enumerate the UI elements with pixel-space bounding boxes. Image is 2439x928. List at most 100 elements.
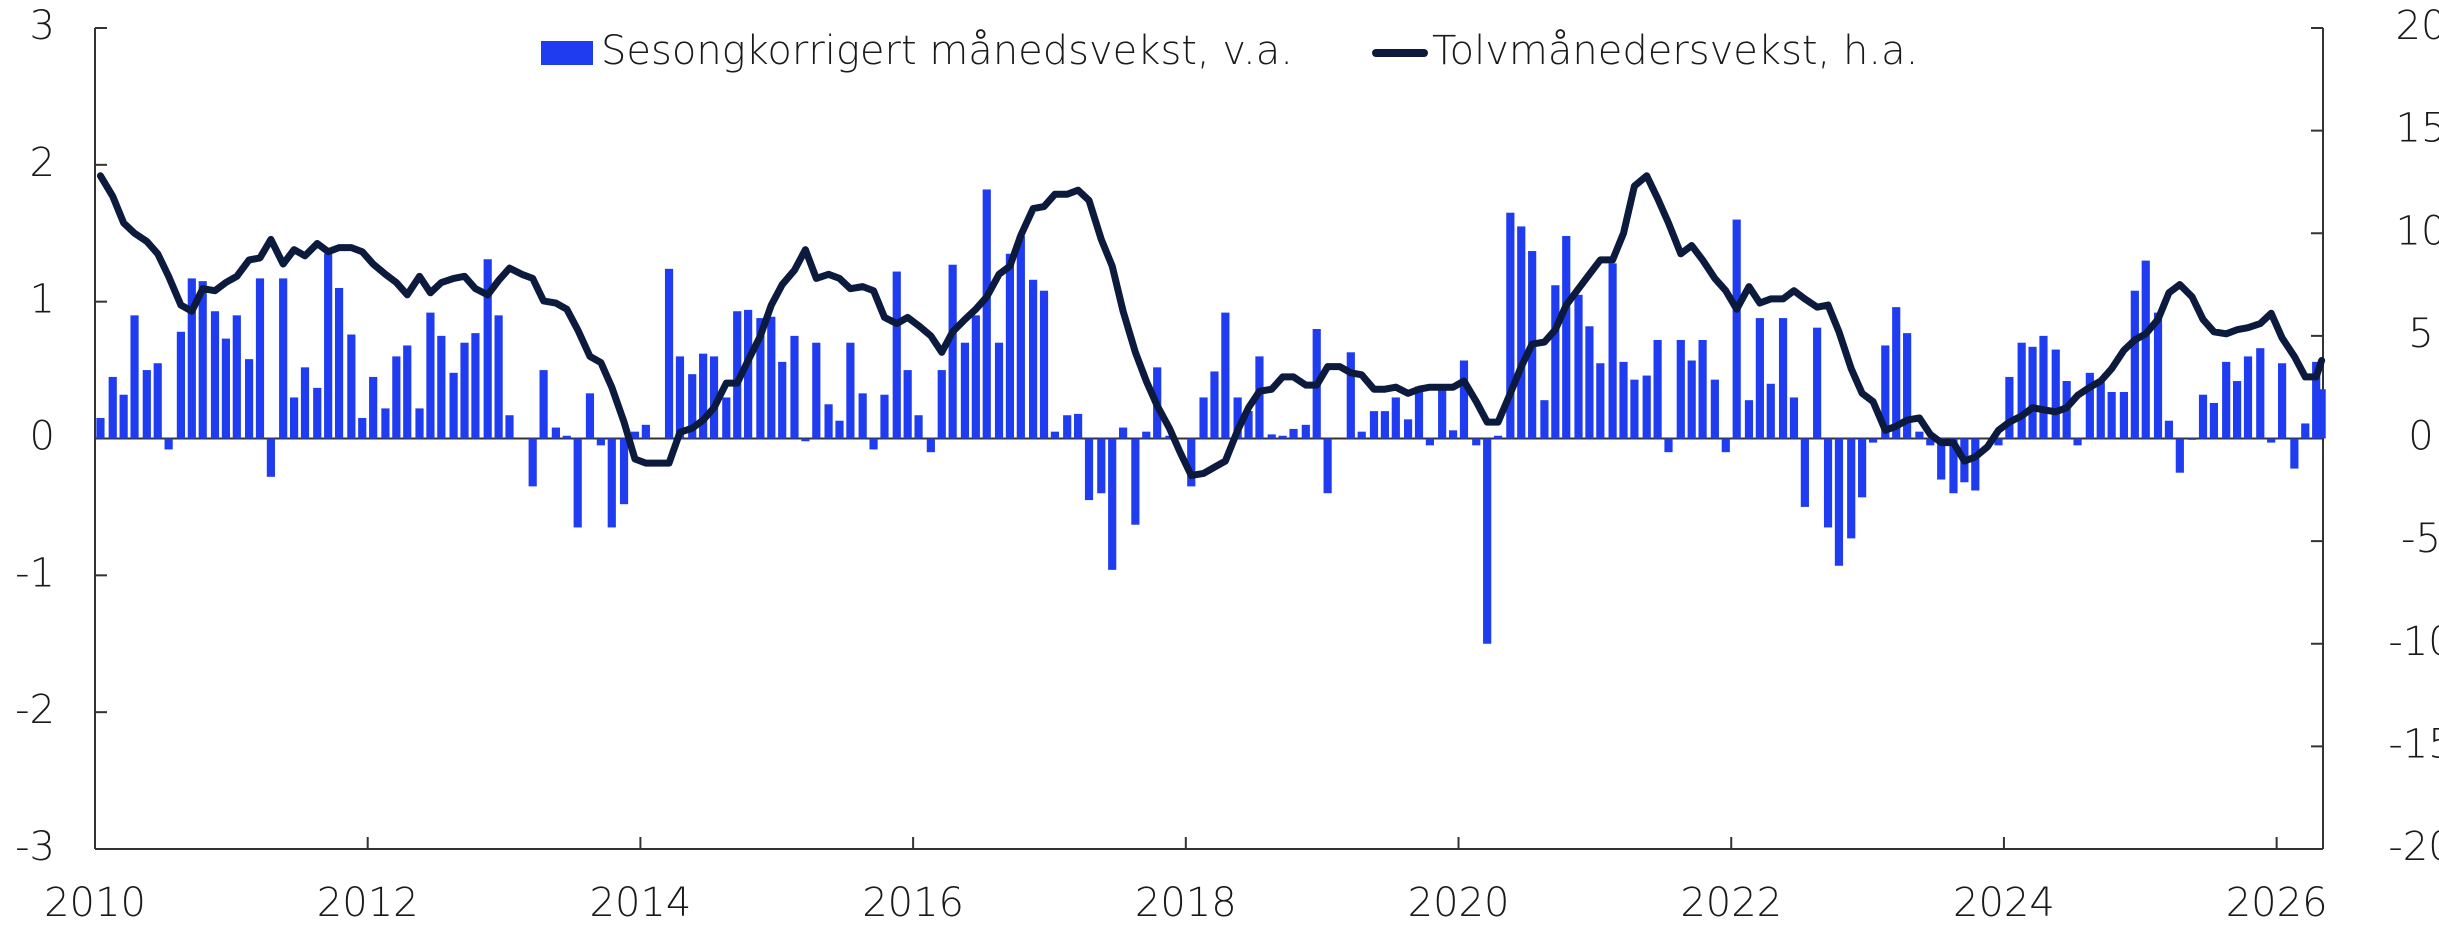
bar [2278,363,2287,439]
bar [1698,339,1707,439]
bar [1323,438,1332,494]
bar [426,312,435,439]
bar [722,397,731,439]
bar [1562,235,1571,439]
bar [2188,438,2197,440]
y-tick-label: -2 [15,687,55,733]
bar [1016,235,1025,439]
bar [1813,327,1822,439]
bar [1540,400,1549,439]
bar [1357,431,1366,439]
bar [1165,435,1174,439]
bar [2073,438,2082,446]
y2-tick-label: 10 [2396,208,2439,254]
bar [971,315,980,439]
y2-tick-label: 5 [2408,311,2433,357]
bar [198,281,207,439]
bar [1676,339,1685,439]
bar [835,420,844,439]
bar [415,408,424,439]
bar [2028,346,2037,439]
bar [1858,438,1867,498]
bar [1289,428,1298,439]
bar [1574,294,1583,439]
bar [1585,326,1594,439]
bar [1301,424,1310,439]
bar [2051,349,2060,439]
bar [903,370,912,439]
bar [1403,419,1413,439]
bar [1847,438,1856,539]
bar [1834,438,1844,566]
bar [937,370,946,439]
bar [347,334,356,439]
bar [1472,438,1481,446]
bar [1664,438,1673,453]
bar [494,315,503,439]
y2-tick-label: -20 [2388,824,2439,870]
bar [2085,372,2094,439]
bar [960,342,970,439]
bar [324,253,333,439]
bar [607,438,616,528]
bar [221,338,230,439]
x-tick-label: 2016 [862,880,964,926]
bar [562,435,571,439]
bar [1903,333,1912,439]
bar [1493,435,1503,439]
bar [641,424,650,439]
bar [2198,394,2208,439]
bar [2317,389,2326,439]
bar [2130,290,2139,439]
bar [1391,397,1400,439]
bar [573,438,582,528]
y2-tick-label: -15 [2388,721,2439,767]
bar [914,415,923,439]
bar [153,363,162,439]
bar [1074,413,1083,439]
bar [744,309,753,439]
bar [1131,438,1140,525]
bar [2233,381,2242,439]
bar [1744,400,1754,439]
y-tick-label: 1 [30,277,55,323]
bar [437,335,446,439]
bar [1937,438,1946,480]
bar [1789,397,1799,439]
bar [1892,307,1901,439]
bar [824,404,833,439]
bar [1881,345,1890,439]
bar [255,278,265,439]
bar [2107,391,2116,439]
bar [210,311,220,439]
bar [1755,318,1764,439]
bar [2267,438,2276,443]
line [96,172,2326,479]
bar [1187,438,1196,487]
bar [449,372,458,439]
bar [1800,438,1809,507]
bar [2312,361,2321,439]
y2-tick-label: 20 [2396,3,2439,49]
bar [403,345,412,439]
bar [176,331,185,439]
x-tick-label: 2022 [1680,880,1782,926]
x-tick-label: 2014 [590,880,692,926]
bar [1949,438,1958,494]
y2-tick-label: -5 [2401,516,2439,562]
bar [2096,382,2105,439]
bar [756,318,765,439]
bar [869,438,878,450]
bar [1084,438,1094,501]
bar [619,438,629,505]
bar [675,356,685,439]
bar [2005,376,2014,439]
bar [2153,312,2163,439]
bar [596,438,605,446]
bar [733,311,742,439]
bar [1039,290,1049,439]
bar [994,342,1004,439]
bar [1459,360,1469,439]
bar [1346,352,1355,439]
